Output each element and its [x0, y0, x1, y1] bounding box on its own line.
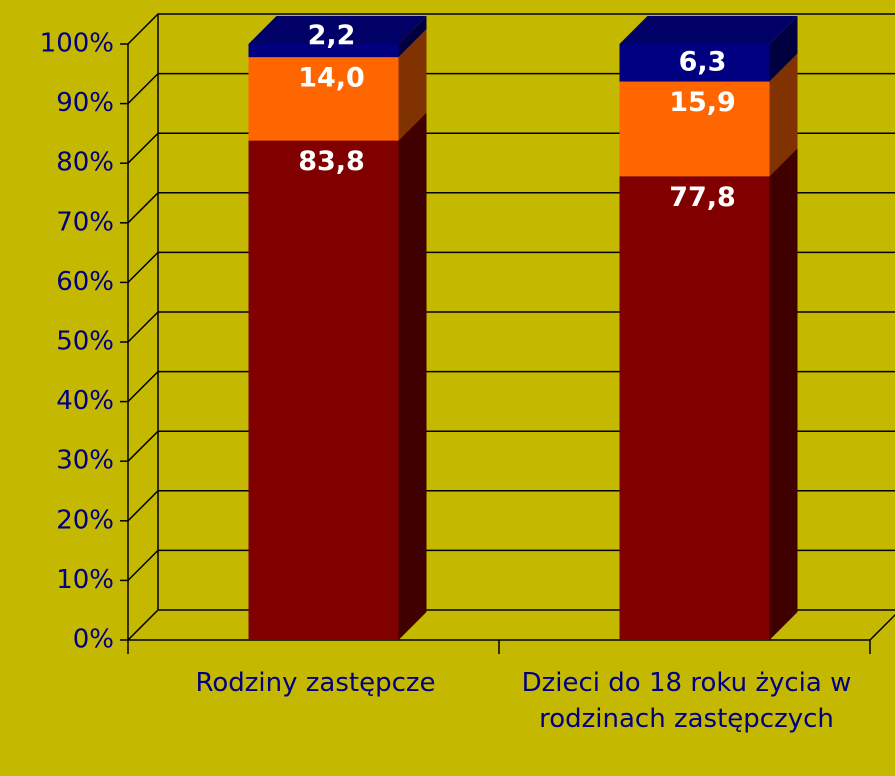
value-label: 14,0 [298, 63, 365, 94]
y-tick-label: 50% [56, 327, 114, 357]
y-tick-label: 60% [56, 267, 114, 297]
bar-side [769, 16, 798, 82]
y-tick-label: 80% [56, 148, 114, 178]
bar-top [248, 16, 427, 44]
bar-front [248, 140, 399, 640]
bar-side [769, 53, 798, 177]
bar-segment [619, 148, 798, 640]
value-label: 6,3 [679, 46, 727, 77]
bar-side [398, 29, 427, 141]
value-label: 83,8 [298, 146, 365, 177]
bar-segment [619, 16, 798, 82]
y-tick-label: 90% [56, 88, 114, 118]
y-tick-label: 20% [56, 505, 114, 535]
bar-front [248, 44, 399, 58]
bar-segment [248, 112, 427, 640]
bar-segment [248, 16, 427, 58]
value-label: 77,8 [669, 182, 736, 213]
y-tick-label: 100% [40, 29, 114, 59]
bar-side [769, 148, 798, 640]
bar-front [619, 176, 770, 640]
bar-front [619, 44, 770, 82]
y-tick-label: 30% [56, 446, 114, 476]
labels: 0% 10% 20% 30% 40% 50% 60% 70% 80% 90% 100% 83,8 14,… [40, 20, 736, 654]
x-tick-label: Dzieci do 18 roku życia w rodzinach zast… [521, 668, 852, 734]
y-tick-label: 10% [56, 565, 114, 595]
x-tick-label: Rodziny zastępcze [195, 668, 436, 698]
y-tick-label: 70% [56, 207, 114, 237]
bar-side [398, 112, 427, 640]
bars [248, 16, 798, 640]
floor-edge [869, 613, 895, 641]
bar-side [398, 16, 427, 58]
value-label: 2,2 [308, 20, 356, 51]
y-tick-label: 0% [73, 625, 114, 655]
bar-front [619, 81, 770, 177]
bar-front [248, 57, 399, 141]
value-label: 15,9 [669, 87, 736, 118]
y-tick-label: 40% [56, 386, 114, 416]
bar-top [619, 16, 798, 44]
